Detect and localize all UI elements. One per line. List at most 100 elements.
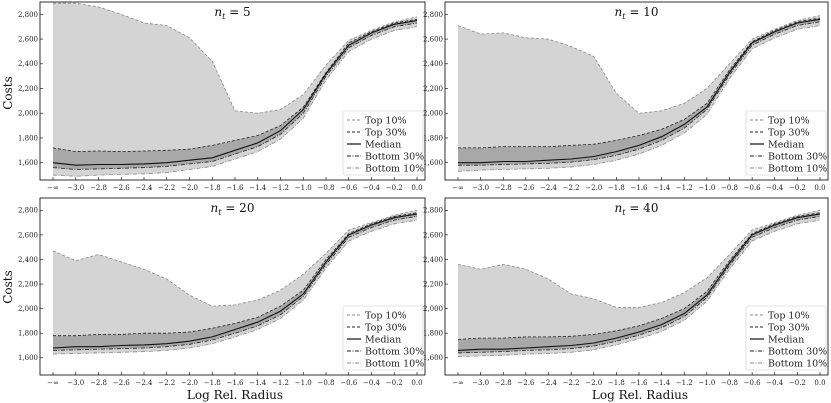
x-tick-label: −2.4: [136, 184, 154, 192]
y-tick-label: 1,800: [18, 134, 38, 142]
series-line-bottom10: [457, 219, 821, 357]
x-axis-label-right: Log Rel. Radius: [592, 388, 688, 402]
x-tick-label: −0.4: [363, 379, 381, 387]
x-tick-label: −2.8: [495, 379, 512, 387]
series-line-top30: [52, 18, 418, 153]
band-10-90: [458, 15, 820, 172]
band-10-90: [53, 210, 417, 355]
x-tick-label: 0.0: [814, 184, 825, 192]
y-tick-label: 1,800: [18, 330, 38, 338]
x-tick-label: −0.4: [766, 184, 784, 192]
y-tick-label: 2,800: [423, 11, 443, 19]
x-tick-label: −1.2: [676, 379, 693, 387]
x-tick-label: −2.8: [495, 184, 512, 192]
x-tick-label: −0.6: [340, 379, 358, 387]
panel-2: 1,600 1,800 2,000 2,200 2,400 2,600 2,800 −∞ −3.…: [423, 1, 829, 192]
y-tick-label: 1,800: [423, 134, 443, 142]
x-tick-label: −∞: [47, 184, 59, 192]
y-tick-label: 2,400: [423, 256, 443, 264]
x-tick-label: −0.2: [386, 379, 403, 387]
series-line-top30: [458, 17, 821, 149]
x-tick-label: −1.0: [295, 184, 312, 192]
x-tick-label: −3.0: [67, 184, 84, 192]
y-tick-label: 1,600: [18, 354, 38, 362]
legend-label: Median: [365, 334, 401, 345]
x-tick-label: −2.8: [90, 379, 107, 387]
panel-title: nt = 5: [214, 5, 250, 21]
x-tick-label: −1.6: [631, 184, 649, 192]
x-tick-label: −1.4: [249, 184, 267, 192]
legend-label: Top 30%: [365, 127, 407, 138]
y-tick-label: 2,400: [18, 256, 38, 264]
x-tick-label: −0.8: [318, 184, 335, 192]
panel-title: nt = 10: [615, 5, 659, 21]
y-tick-label: 2,600: [423, 231, 443, 239]
series-line-median: [457, 213, 821, 351]
x-tick-label: −2.0: [585, 184, 602, 192]
legend-label: Median: [768, 139, 804, 150]
x-tick-label: −2.2: [563, 379, 580, 387]
x-tick-label: −∞: [452, 184, 464, 192]
legend-label: Bottom 30%: [365, 346, 424, 357]
y-tick-label: 2,400: [18, 60, 38, 68]
x-tick-label: −0.6: [744, 184, 762, 192]
x-tick-label: −1.6: [227, 184, 245, 192]
y-tick-label: 2,600: [423, 35, 443, 43]
legend-box: [342, 305, 424, 371]
x-tick-label: −1.0: [295, 379, 312, 387]
x-tick-label: −1.2: [676, 184, 693, 192]
x-tick-label: −1.8: [608, 379, 625, 387]
series-line-bottom30: [457, 216, 821, 354]
panel-4: 1,600 1,800 2,000 2,200 2,400 2,600 2,800 −∞ −3.…: [423, 197, 829, 387]
x-tick-label: −0.6: [744, 379, 762, 387]
series-line-median: [52, 19, 418, 166]
series-line-bottom30: [458, 21, 821, 166]
x-tick-label: −1.8: [204, 379, 221, 387]
x-tick-label: −0.4: [363, 184, 381, 192]
x-tick-label: −0.8: [721, 184, 738, 192]
x-tick-label: −2.6: [113, 184, 131, 192]
legend-label: Median: [768, 334, 804, 345]
series-line-bottom30: [52, 216, 418, 351]
x-tick-label: −2.2: [563, 184, 580, 192]
y-tick-label: 2,600: [18, 35, 38, 43]
legend-label: Top 30%: [365, 322, 407, 333]
band-30-70: [53, 212, 417, 351]
x-tick-label: −2.8: [90, 184, 107, 192]
series-line-median: [52, 213, 418, 349]
legend-label: Top 10%: [768, 115, 810, 126]
x-tick-label: −1.2: [272, 184, 289, 192]
x-tick-label: −1.4: [653, 184, 671, 192]
x-tick-label: −0.2: [789, 184, 806, 192]
x-tick-label: −1.0: [698, 184, 715, 192]
legend-label: Top 10%: [365, 115, 407, 126]
series-line-bottom10: [52, 219, 418, 355]
x-tick-label: −0.6: [340, 184, 358, 192]
x-tick-label: −1.8: [204, 184, 221, 192]
y-tick-label: 2,800: [423, 207, 443, 215]
x-tick-label: −2.2: [158, 184, 175, 192]
x-tick-label: −∞: [47, 379, 59, 387]
series-line-median: [458, 18, 821, 164]
y-tick-label: 2,200: [423, 85, 443, 93]
band-30-70: [458, 212, 820, 353]
x-tick-label: −∞: [452, 379, 464, 387]
panels-container: 1,600 1,800 2,000 2,200 2,400 2,600 2,800 −∞ −3.…: [18, 1, 829, 387]
band-10-90: [458, 210, 820, 357]
x-tick-label: −0.2: [789, 379, 806, 387]
series-line-bottom10: [52, 26, 418, 177]
y-tick-label: 2,800: [18, 11, 38, 19]
legend-label: Bottom 10%: [365, 163, 424, 174]
x-tick-label: −2.0: [585, 379, 602, 387]
y-tick-label: 2,000: [423, 110, 443, 118]
y-tick-label: 1,600: [18, 159, 38, 167]
x-tick-label: −3.0: [67, 379, 84, 387]
y-axis-label-top: Costs: [1, 76, 15, 110]
panel-title: nt = 40: [615, 201, 659, 217]
legend-label: Top 10%: [365, 310, 407, 321]
x-tick-label: −1.6: [227, 379, 245, 387]
legend-label: Bottom 30%: [365, 151, 424, 162]
x-tick-label: −3.0: [472, 379, 489, 387]
legend-label: Top 30%: [768, 322, 810, 333]
